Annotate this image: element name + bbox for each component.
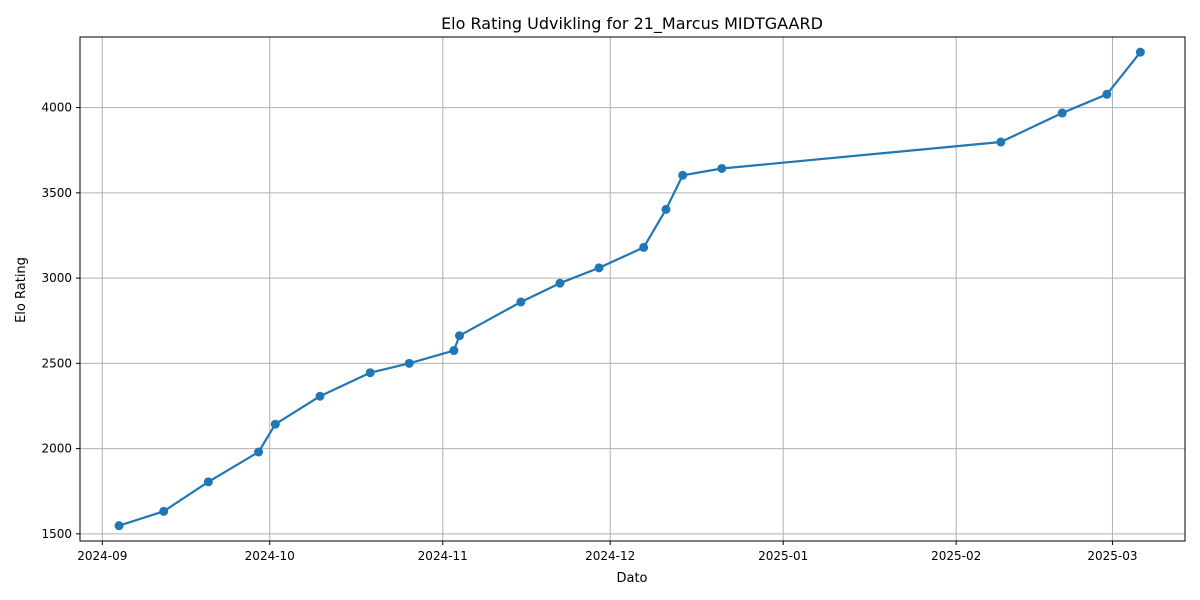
y-tick-label: 3000 bbox=[41, 271, 72, 285]
data-point bbox=[365, 368, 375, 378]
data-point bbox=[717, 163, 727, 173]
data-point bbox=[1135, 47, 1145, 57]
y-tick-label: 2500 bbox=[41, 356, 72, 370]
x-tick-label: 2025-02 bbox=[931, 549, 981, 563]
data-point bbox=[159, 506, 169, 516]
data-point bbox=[678, 170, 688, 180]
x-axis-title: Dato bbox=[616, 571, 647, 586]
x-tick-label: 2024-09 bbox=[77, 549, 127, 563]
data-point bbox=[661, 204, 671, 214]
x-tick-label: 2024-11 bbox=[418, 549, 468, 563]
data-point bbox=[454, 331, 464, 341]
series-rating bbox=[114, 47, 1145, 531]
grid bbox=[80, 37, 1185, 541]
data-point bbox=[639, 242, 649, 252]
data-point bbox=[270, 419, 280, 429]
x-tick-label: 2025-01 bbox=[758, 549, 808, 563]
chart-title: Elo Rating Udvikling for 21_Marcus MIDTG… bbox=[441, 14, 823, 34]
y-tick-label: 1500 bbox=[41, 527, 72, 541]
x-tick-label: 2024-10 bbox=[245, 549, 295, 563]
y-tick-label: 3500 bbox=[41, 186, 72, 200]
data-point bbox=[449, 346, 459, 356]
data-point bbox=[516, 297, 526, 307]
x-tick-label: 2024-12 bbox=[585, 549, 635, 563]
axes: 2024-09 2024-10 2024-11 2024-12 2025-01 2025-… bbox=[41, 36, 1186, 563]
x-tick-label: 2025-03 bbox=[1087, 549, 1137, 563]
data-point bbox=[203, 477, 213, 487]
data-point bbox=[1102, 89, 1112, 99]
plot-frame bbox=[79, 36, 1186, 542]
data-point bbox=[1057, 108, 1067, 118]
data-point bbox=[594, 263, 604, 273]
data-point bbox=[114, 521, 124, 531]
y-axis-title: Elo Rating bbox=[14, 257, 29, 323]
data-point bbox=[404, 358, 414, 368]
y-tick-label: 2000 bbox=[41, 442, 72, 456]
data-point bbox=[996, 137, 1006, 147]
data-point bbox=[254, 447, 264, 457]
data-point bbox=[555, 278, 565, 288]
y-tick-label: 4000 bbox=[41, 101, 72, 115]
data-point bbox=[315, 391, 325, 401]
